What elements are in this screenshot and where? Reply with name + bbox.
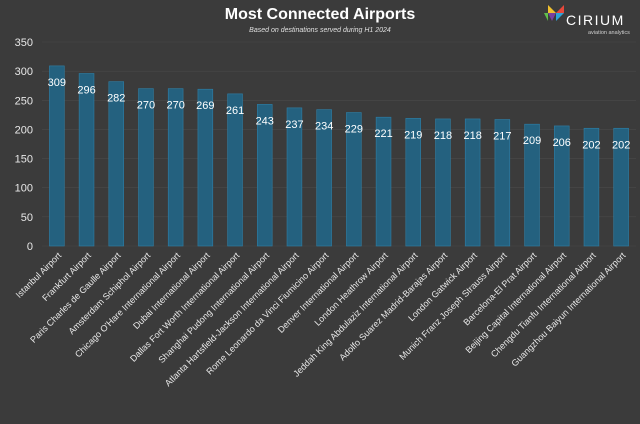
x-tick-label: Dallas Fort Worth International Airport xyxy=(128,250,242,364)
data-label: 270 xyxy=(166,100,184,112)
brand-logo: CIRIUM aviation analytics xyxy=(542,3,638,37)
bar xyxy=(554,125,570,247)
bar xyxy=(257,104,273,247)
data-label: 202 xyxy=(612,139,630,151)
bar xyxy=(464,118,481,247)
bar xyxy=(435,118,451,247)
data-label: 243 xyxy=(256,115,274,127)
data-label: 221 xyxy=(374,128,392,140)
bar xyxy=(227,93,243,247)
data-label: 202 xyxy=(582,139,600,151)
chart-title: Most Connected Airports xyxy=(224,6,416,23)
y-tick-label: 0 xyxy=(27,241,33,253)
data-label: 229 xyxy=(345,124,363,136)
cirium-logo-icon xyxy=(544,5,564,21)
y-tick-label: 300 xyxy=(15,66,33,78)
bar xyxy=(316,109,332,247)
data-label: 234 xyxy=(315,121,333,133)
data-label: 269 xyxy=(196,100,214,112)
data-label: 219 xyxy=(404,129,422,141)
y-tick-label: 100 xyxy=(15,183,33,195)
bar xyxy=(108,81,124,247)
y-tick-label: 150 xyxy=(15,154,33,166)
bar xyxy=(613,127,629,247)
data-label: 296 xyxy=(77,84,95,96)
data-label: 309 xyxy=(48,77,66,89)
brand-tagline: aviation analytics xyxy=(588,30,630,36)
x-tick-label: Adolfo Suarez Madrid-Barajas Airport xyxy=(337,250,449,362)
data-label: 237 xyxy=(285,119,303,131)
data-label: 217 xyxy=(493,131,511,143)
x-tick-label: Munich Franz Joseph Strauss Airport xyxy=(397,250,509,362)
data-label: 218 xyxy=(434,130,452,142)
brand-name: CIRIUM xyxy=(566,12,625,28)
x-tick-label: Shanghai Pudong International Airport xyxy=(157,250,272,365)
bar xyxy=(375,116,392,247)
bar xyxy=(78,73,95,247)
y-tick-label: 200 xyxy=(15,124,33,136)
data-label: 282 xyxy=(107,93,125,105)
x-tick-label: Chicago O'Hare International Airport xyxy=(73,250,182,359)
data-label: 218 xyxy=(463,130,481,142)
data-label: 261 xyxy=(226,105,244,117)
bar xyxy=(405,118,421,247)
data-label: 209 xyxy=(523,135,541,147)
bar xyxy=(524,123,540,247)
x-tick-label: Chengdu Tianfu International Airport xyxy=(489,250,598,359)
data-label: 270 xyxy=(137,100,155,112)
bar xyxy=(583,127,600,247)
bar xyxy=(167,88,184,247)
bar xyxy=(494,119,511,247)
bar xyxy=(197,88,214,247)
chart-subtitle: Based on destinations served during H1 2… xyxy=(249,27,391,34)
bar xyxy=(49,65,65,247)
data-label: 206 xyxy=(553,137,571,149)
bar xyxy=(138,88,154,247)
bar xyxy=(286,107,303,247)
y-tick-label: 50 xyxy=(21,212,33,224)
y-tick-label: 250 xyxy=(15,95,33,107)
bar xyxy=(346,112,362,247)
y-tick-label: 350 xyxy=(15,37,33,49)
